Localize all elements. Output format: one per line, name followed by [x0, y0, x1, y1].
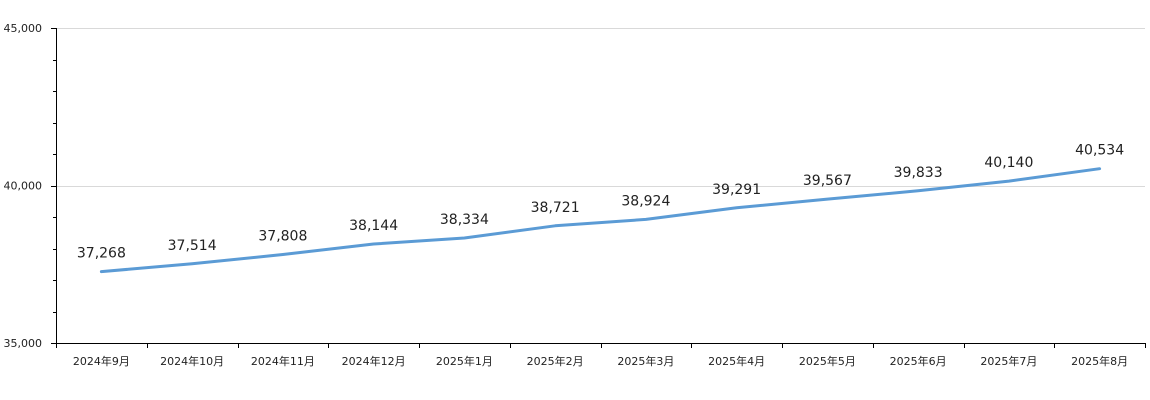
data-labels: 37,268 37,514 37,808 38,144 38,334 38,721 38,9… — [77, 143, 1124, 262]
data-label: 40,534 — [1075, 143, 1124, 159]
x-tick-label: 2025年1月 — [436, 354, 493, 368]
series-layer — [99, 167, 1102, 274]
x-tick-label: 2024年12月 — [342, 354, 406, 368]
y-tick-label: 35,000 — [4, 337, 43, 350]
y-tick-label: 45,000 — [4, 22, 43, 35]
data-label: 37,808 — [258, 229, 307, 245]
data-label: 39,291 — [712, 182, 761, 198]
x-tick-label: 2025年2月 — [527, 354, 584, 368]
x-tick-label: 2024年11月 — [251, 354, 315, 368]
axes: 35,000 40,000 45,000 2024年9月 2024年10月 2024年11… — [4, 22, 1146, 368]
data-label: 38,721 — [531, 200, 580, 216]
data-label: 38,924 — [621, 193, 670, 209]
data-label: 38,334 — [440, 212, 489, 228]
series-line — [99, 167, 1102, 274]
x-tick-label: 2025年7月 — [980, 354, 1037, 368]
x-tick-label: 2025年3月 — [617, 354, 674, 368]
x-tick-label: 2024年10月 — [160, 354, 224, 368]
x-tick-label: 2025年6月 — [890, 354, 947, 368]
data-label: 40,140 — [984, 155, 1033, 171]
data-label: 38,144 — [349, 218, 398, 234]
data-label: 39,567 — [803, 173, 852, 189]
gridlines — [56, 28, 1145, 187]
x-tick-label: 2025年4月 — [708, 354, 765, 368]
data-label: 37,514 — [168, 238, 217, 254]
y-tick-label: 40,000 — [4, 180, 43, 193]
data-label: 37,268 — [77, 246, 126, 262]
x-tick-label: 2025年5月 — [799, 354, 856, 368]
x-tick-label: 2024年9月 — [73, 354, 130, 368]
data-label: 39,833 — [894, 165, 943, 181]
x-tick-label: 2025年8月 — [1071, 354, 1128, 368]
